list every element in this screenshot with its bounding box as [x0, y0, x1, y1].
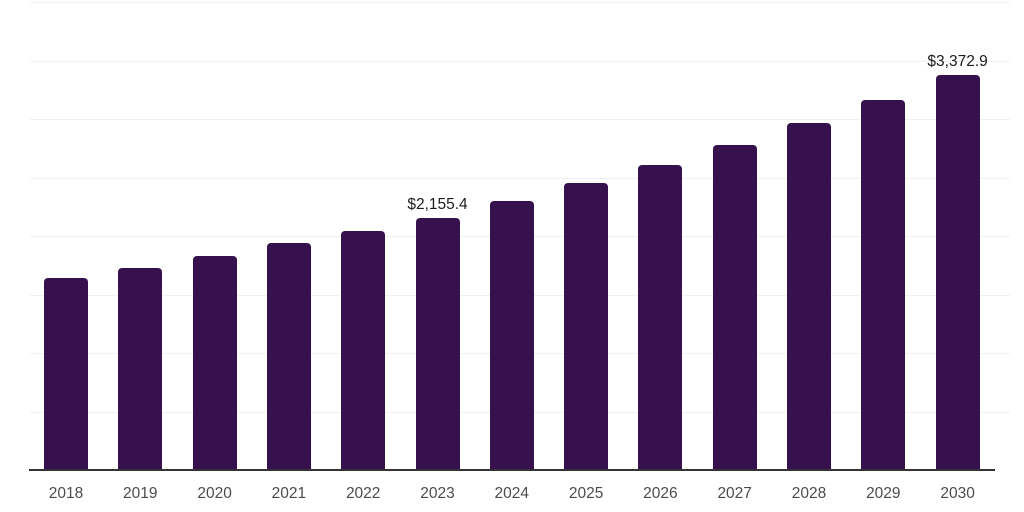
gridline-3000 — [30, 119, 1010, 120]
x-tick-2022: 2022 — [345, 485, 381, 502]
x-tick-2027: 2027 — [717, 485, 752, 502]
x-tick-2025: 2025 — [568, 485, 604, 502]
bar-2024 — [489, 201, 534, 470]
x-tick-2019: 2019 — [123, 485, 158, 502]
gridline-3500 — [30, 60, 1010, 62]
x-tick-2020: 2020 — [197, 485, 232, 502]
gridline-4000 — [30, 2, 1010, 3]
bar-2019 — [118, 267, 163, 470]
bar-2030 — [935, 75, 980, 470]
gridline-2500 — [30, 177, 1010, 179]
bar-2023 — [415, 217, 460, 470]
x-tick-2029: 2029 — [866, 485, 901, 502]
x-tick-2023: 2023 — [420, 485, 455, 502]
bar-2018 — [44, 278, 88, 470]
bar-2026 — [638, 164, 683, 470]
x-tick-2021: 2021 — [271, 485, 307, 502]
x-axis-line — [29, 469, 995, 471]
data-label-2023: $2,155.4 — [407, 195, 468, 213]
bar-2027 — [712, 144, 757, 470]
bar-2022 — [341, 230, 386, 470]
data-label-2030: $3,372.9 — [927, 53, 988, 71]
x-tick-2028: 2028 — [791, 485, 827, 502]
bar-2025 — [564, 183, 609, 470]
bar-2020 — [192, 255, 237, 470]
x-tick-2026: 2026 — [643, 485, 678, 502]
bar-2028 — [787, 123, 831, 470]
x-tick-2018: 2018 — [48, 485, 84, 502]
bar-2029 — [861, 100, 906, 470]
bar-2021 — [266, 243, 311, 470]
x-tick-2030: 2030 — [940, 485, 975, 502]
x-tick-2024: 2024 — [494, 485, 530, 502]
